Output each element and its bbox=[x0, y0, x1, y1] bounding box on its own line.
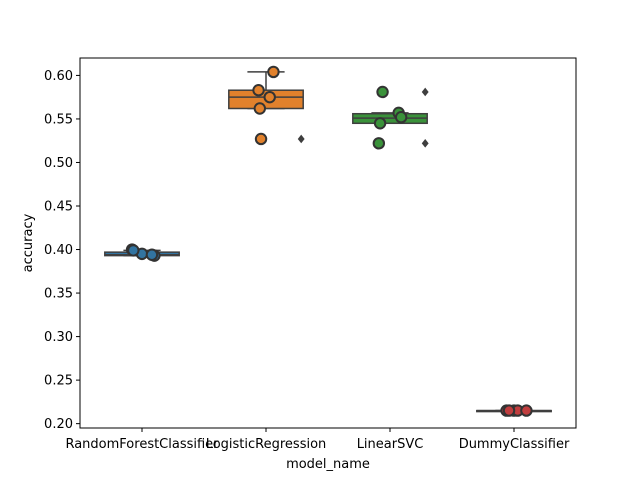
strip-point bbox=[253, 102, 266, 115]
strip-point bbox=[394, 111, 408, 124]
x-axis: RandomForestClassifierLogisticRegression… bbox=[65, 428, 570, 452]
strip-point bbox=[372, 137, 386, 150]
x-tick-label: LinearSVC bbox=[357, 437, 424, 452]
y-tick-label: 0.60 bbox=[44, 69, 73, 84]
y-tick-label: 0.25 bbox=[44, 374, 73, 389]
y-tick-label: 0.40 bbox=[44, 243, 73, 258]
strip-point bbox=[376, 85, 389, 99]
strip-point bbox=[373, 117, 387, 130]
y-axis: 0.20 0.25 0.30 0.35 0.40 0.45 0.50 0.55 0.60 bbox=[44, 69, 80, 432]
strip-point bbox=[254, 132, 268, 146]
outlier-marker bbox=[421, 87, 429, 97]
strip-point bbox=[520, 404, 533, 417]
outlier-marker bbox=[297, 134, 305, 144]
y-tick-label: 0.50 bbox=[44, 156, 73, 171]
strip-point bbox=[145, 248, 159, 261]
strip-point bbox=[267, 65, 280, 79]
strip-point bbox=[252, 84, 265, 97]
plot-area bbox=[104, 65, 552, 417]
y-tick-label: 0.30 bbox=[44, 330, 73, 345]
y-tick-label: 0.45 bbox=[44, 200, 73, 215]
box-group bbox=[228, 71, 305, 144]
plot-frame bbox=[79, 57, 577, 429]
y-tick-label: 0.20 bbox=[44, 417, 73, 432]
outlier-marker bbox=[421, 139, 429, 148]
y-tick-label: 0.35 bbox=[44, 287, 73, 302]
x-tick-label: RandomForestClassifier bbox=[65, 437, 219, 452]
x-tick-label: LogisticRegression bbox=[206, 437, 327, 452]
box-group bbox=[352, 87, 429, 148]
strip-point bbox=[263, 90, 276, 104]
y-axis-label: accuracy bbox=[21, 213, 36, 272]
x-tick-label: DummyClassifier bbox=[459, 437, 570, 452]
strip-point bbox=[502, 404, 516, 417]
y-tick-label: 0.55 bbox=[44, 112, 73, 127]
x-axis-label: model_name bbox=[286, 457, 370, 472]
strip-point bbox=[127, 244, 140, 257]
